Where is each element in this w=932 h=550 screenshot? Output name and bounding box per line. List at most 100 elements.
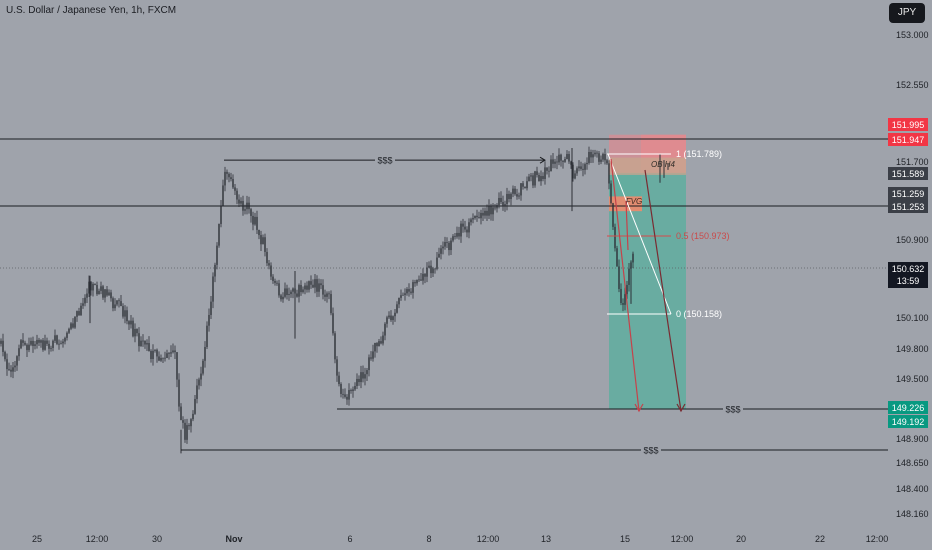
candle-body	[396, 304, 398, 313]
candle-body	[60, 343, 62, 345]
candle-body	[256, 216, 258, 230]
candle-body	[52, 340, 54, 348]
candle-body	[304, 285, 306, 290]
projection-arrow[interactable]	[610, 158, 640, 412]
candle-body	[292, 288, 294, 292]
candle-body	[610, 183, 612, 204]
price-label-box	[888, 415, 928, 428]
candle-body	[400, 295, 402, 298]
candle-body	[338, 375, 340, 385]
candle-body	[628, 268, 630, 285]
price-label-countdown: 13:59	[897, 276, 920, 286]
candle-body	[402, 294, 404, 296]
fvg-label: FVG	[626, 197, 642, 206]
projection-arrow[interactable]	[625, 200, 629, 251]
candle-body	[138, 333, 140, 347]
candle-body	[626, 284, 628, 295]
candle-body	[26, 344, 28, 351]
candle-body	[48, 343, 50, 349]
candle-body	[340, 384, 342, 394]
candle-body	[190, 419, 192, 427]
candle-body	[532, 175, 534, 186]
candle-body	[224, 171, 226, 186]
candle-body	[474, 215, 476, 219]
candle-body	[162, 357, 164, 359]
price-label-value: 151.947	[892, 135, 925, 145]
candle-body	[600, 159, 602, 162]
candle-body	[202, 360, 204, 374]
candle-body	[158, 356, 160, 361]
candle-body	[96, 284, 98, 295]
candle-body	[298, 285, 300, 297]
candle-body	[24, 342, 26, 345]
candle-body	[574, 173, 576, 179]
candle-body	[14, 365, 16, 368]
candle-body	[62, 341, 64, 344]
candle-body	[178, 379, 180, 407]
candle-body	[104, 289, 106, 298]
y-tick-label: 152.550	[896, 80, 929, 90]
candle-body	[316, 279, 318, 292]
candle-body	[168, 353, 170, 355]
x-tick-label: 22	[815, 534, 825, 544]
candle-body	[364, 374, 366, 379]
candle-body	[454, 236, 456, 237]
candle-body	[502, 202, 504, 206]
projection-arrow[interactable]	[644, 169, 682, 412]
candle-body	[596, 152, 598, 154]
candle-body	[314, 279, 316, 288]
candle-body	[274, 280, 276, 283]
time-axis[interactable]: 25 12:00 30 Nov 6 8 12:00 13 15 12:00 20 22 12:00	[32, 534, 888, 544]
drawings[interactable]: $$$ $$$ $$$ 1 (151.789) 0.5 (150.973) 0 (150.…	[181, 149, 888, 456]
candle-body	[564, 159, 566, 162]
candle-body	[560, 154, 562, 161]
candle-body	[32, 340, 34, 346]
candle-body	[472, 218, 474, 220]
candle-body	[254, 216, 256, 225]
candle-body	[562, 160, 564, 162]
candle-body	[318, 283, 320, 292]
candle-body	[430, 265, 432, 274]
candle-body	[200, 373, 202, 380]
candle-body	[466, 229, 468, 233]
candle-body	[482, 212, 484, 216]
candle-body	[494, 207, 496, 209]
candle-body	[74, 316, 76, 328]
candle-body	[528, 176, 530, 182]
candle-body	[508, 193, 510, 200]
candle-body	[546, 167, 548, 171]
price-label-value: 151.995	[892, 120, 925, 130]
candle-body	[480, 212, 482, 219]
price-label-box	[888, 187, 928, 200]
candle-body	[632, 253, 634, 263]
candle-body	[438, 253, 440, 258]
y-tick-label: 148.650	[896, 458, 929, 468]
price-axis[interactable]: 153.000 152.550 151.700 150.900 150.100 149.8…	[896, 30, 929, 519]
candle-body	[268, 263, 270, 266]
candle-body	[266, 251, 268, 264]
fib-label: 0 (150.158)	[676, 309, 722, 319]
candle-body	[42, 340, 44, 350]
candle-body	[428, 265, 430, 268]
currency-button[interactable]: JPY	[889, 3, 925, 23]
candle-body	[570, 161, 572, 165]
candle-body	[46, 340, 48, 344]
candle-body	[240, 201, 242, 204]
candle-body	[58, 343, 60, 345]
price-label-value: 151.259	[892, 189, 925, 199]
candle-body	[554, 161, 556, 164]
candle-body	[260, 235, 262, 245]
candle-body	[416, 279, 418, 284]
candle-body	[470, 219, 472, 223]
candle-body	[36, 339, 38, 345]
candle-body	[514, 188, 516, 195]
candle-body	[166, 353, 168, 358]
candle-body	[116, 300, 118, 305]
candle-body	[360, 372, 362, 383]
candle-body	[354, 386, 356, 390]
candle-body	[326, 293, 328, 297]
candle-body	[406, 289, 408, 294]
candle-body	[462, 223, 464, 227]
candle-body	[132, 320, 134, 337]
